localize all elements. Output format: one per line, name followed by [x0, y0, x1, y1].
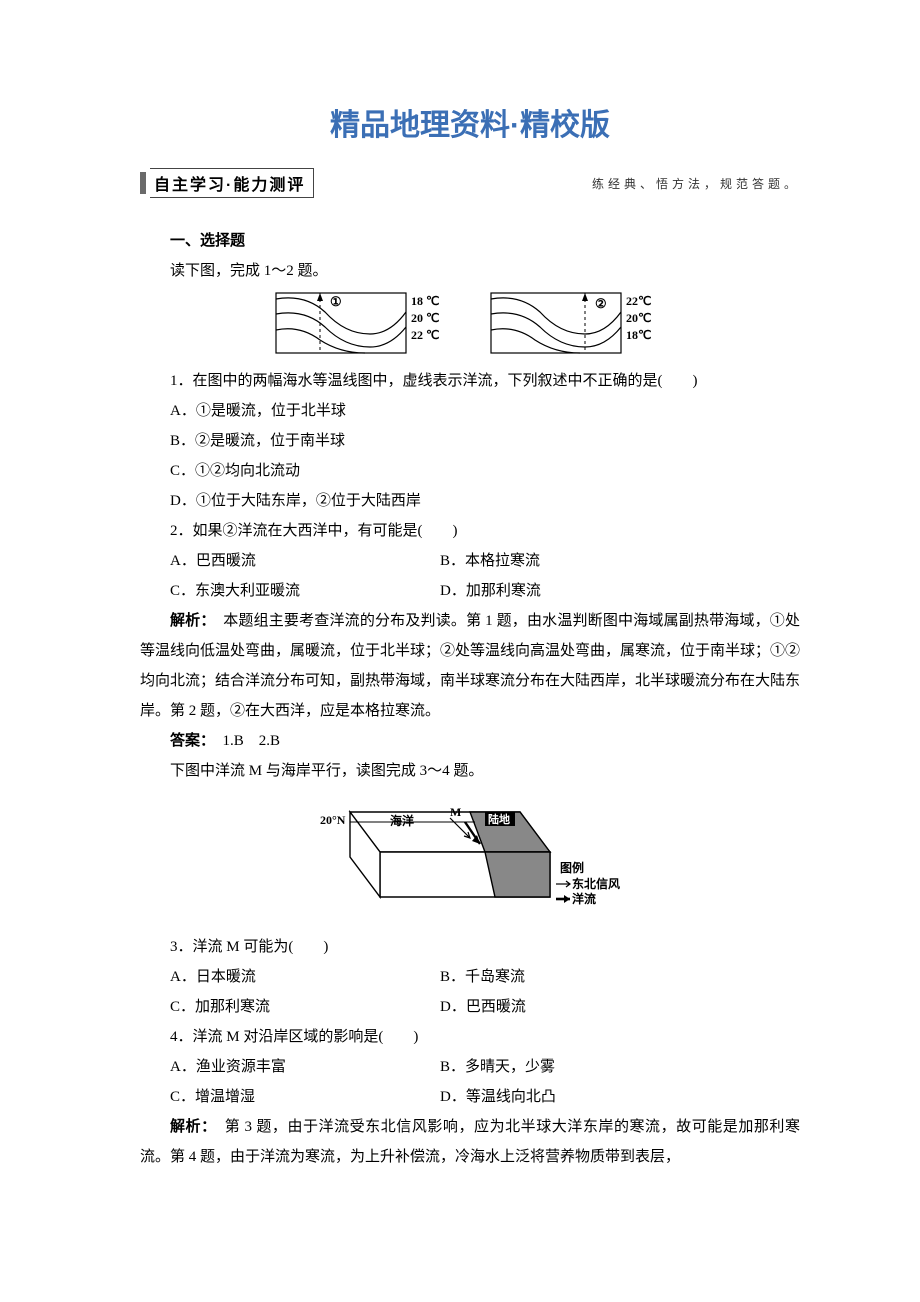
- lat-label: 20°N: [320, 813, 346, 827]
- q1-stem: 1．在图中的两幅海水等温线图中，虚线表示洋流，下列叙述中不正确的是( ): [140, 366, 800, 396]
- section-1-title: 一、选择题: [140, 226, 800, 256]
- q2-opt-c: C．东澳大利亚暖流: [140, 576, 440, 606]
- main-title: 精品地理资料·精校版: [140, 100, 800, 144]
- legend-title: 图例: [560, 860, 584, 875]
- temp-18-right: 18℃: [626, 328, 651, 342]
- q1-opt-c: C．①②均向北流动: [140, 456, 800, 486]
- sub-box-text: 自主学习·能力测评: [150, 168, 313, 198]
- figure-2: 20°N 海洋 M 陆地 图例 东北信风 洋流: [140, 792, 800, 922]
- circle-1-label: ①: [330, 294, 342, 309]
- isotherm-left: ① 18 ℃ 20 ℃ 22 ℃: [275, 292, 450, 356]
- box-stripe: [140, 172, 146, 194]
- temp-18-left: 18 ℃: [411, 294, 439, 308]
- sub-header-box: 自主学习·能力测评: [140, 168, 313, 198]
- temp-20-left: 20 ℃: [411, 311, 439, 325]
- ocean-block-diagram: 20°N 海洋 M 陆地 图例 东北信风 洋流: [320, 792, 620, 922]
- q4-opt-d: D．等温线向北凸: [440, 1082, 740, 1112]
- legend-wind: 东北信风: [572, 876, 620, 891]
- q4-stem: 4．洋流 M 对沿岸区域的影响是( ): [140, 1022, 800, 1052]
- q2-stem: 2．如果②洋流在大西洋中，有可能是( ): [140, 516, 800, 546]
- q3-opts-row2: C．加那利寒流 D．巴西暖流: [140, 992, 800, 1022]
- m-label: M: [450, 805, 461, 819]
- q2-opts-row1: A．巴西暖流 B．本格拉寒流: [140, 546, 800, 576]
- circle-2-label: ②: [595, 296, 607, 311]
- q3-stem: 3．洋流 M 可能为( ): [140, 932, 800, 962]
- q12-explain: 解析： 本题组主要考查洋流的分布及判读。第 1 题，由水温判断图中海域属副热带海…: [140, 606, 800, 726]
- explain-text-1: 本题组主要考查洋流的分布及判读。第 1 题，由水温判断图中海域属副热带海域，①处…: [140, 613, 800, 719]
- q3-opt-b: B．千岛寒流: [440, 962, 740, 992]
- q4-opt-a: A．渔业资源丰富: [140, 1052, 440, 1082]
- q3-opt-a: A．日本暖流: [140, 962, 440, 992]
- q2-opts-row2: C．东澳大利亚暖流 D．加那利寒流: [140, 576, 800, 606]
- land-label: 陆地: [488, 812, 510, 826]
- q4-opt-b: B．多晴天，少雾: [440, 1052, 740, 1082]
- content: 一、选择题 读下图，完成 1～2 题。 ① 18 ℃ 20 ℃ 22 ℃ ② 2…: [140, 226, 800, 1172]
- q34-intro: 下图中洋流 M 与海岸平行，读图完成 3～4 题。: [140, 756, 800, 786]
- answer-label: 答案：: [170, 733, 208, 749]
- q4-opts-row1: A．渔业资源丰富 B．多晴天，少雾: [140, 1052, 800, 1082]
- q2-opt-b: B．本格拉寒流: [440, 546, 740, 576]
- q3-opt-d: D．巴西暖流: [440, 992, 740, 1022]
- legend-current: 洋流: [572, 891, 596, 906]
- ocean-label: 海洋: [390, 813, 414, 828]
- temp-22-left: 22 ℃: [411, 328, 439, 342]
- explain-text-2: 第 3 题，由于洋流受东北信风影响，应为北半球大洋东岸的寒流，故可能是加那利寒流…: [140, 1119, 800, 1165]
- q12-intro: 读下图，完成 1～2 题。: [140, 256, 800, 286]
- temp-20-right: 20℃: [626, 311, 651, 325]
- explain-label-2: 解析：: [170, 1119, 209, 1135]
- figure-1: ① 18 ℃ 20 ℃ 22 ℃ ② 22℃ 20℃ 18℃: [140, 292, 800, 356]
- q4-opt-c: C．增温增湿: [140, 1082, 440, 1112]
- q2-opt-a: A．巴西暖流: [140, 546, 440, 576]
- q1-opt-d: D．①位于大陆东岸，②位于大陆西岸: [140, 486, 800, 516]
- q1-opt-b: B．②是暖流，位于南半球: [140, 426, 800, 456]
- q12-answer: 答案： 1.B 2.B: [140, 726, 800, 756]
- explain-label: 解析：: [170, 613, 208, 629]
- q2-opt-d: D．加那利寒流: [440, 576, 740, 606]
- q3-opts-row1: A．日本暖流 B．千岛寒流: [140, 962, 800, 992]
- q34-explain: 解析： 第 3 题，由于洋流受东北信风影响，应为北半球大洋东岸的寒流，故可能是加…: [140, 1112, 800, 1172]
- isotherm-right: ② 22℃ 20℃ 18℃: [490, 292, 665, 356]
- sub-header: 自主学习·能力测评 练经典、悟方法，规范答题。: [140, 168, 800, 198]
- answer-text-1: 1.B 2.B: [208, 733, 281, 749]
- sub-note: 练经典、悟方法，规范答题。: [592, 175, 800, 192]
- q4-opts-row2: C．增温增湿 D．等温线向北凸: [140, 1082, 800, 1112]
- temp-22-right: 22℃: [626, 294, 651, 308]
- q1-opt-a: A．①是暖流，位于北半球: [140, 396, 800, 426]
- q3-opt-c: C．加那利寒流: [140, 992, 440, 1022]
